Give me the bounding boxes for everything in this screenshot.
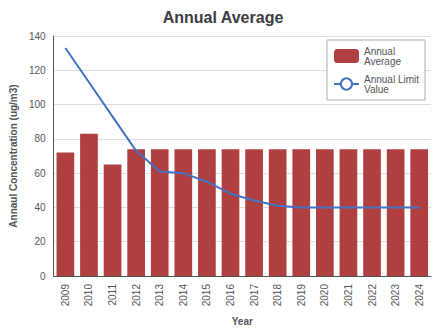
svg-text:Year: Year [232,316,253,327]
svg-text:2020: 2020 [319,284,330,307]
svg-text:2011: 2011 [107,284,118,306]
svg-text:2012: 2012 [131,284,142,307]
svg-text:2013: 2013 [154,284,165,307]
svg-text:Annual: Annual [364,45,396,57]
svg-text:40: 40 [34,202,46,213]
svg-text:Annual Limit: Annual Limit [364,73,419,85]
svg-text:140: 140 [29,31,46,42]
svg-text:Value: Value [364,84,389,95]
svg-text:Annaul Concentration (ug/m3): Annaul Concentration (ug/m3) [8,84,19,227]
svg-text:2015: 2015 [201,284,212,307]
svg-text:2021: 2021 [343,284,354,307]
svg-text:120: 120 [29,65,46,76]
svg-text:Average: Average [364,56,402,67]
svg-text:2009: 2009 [60,284,71,307]
svg-text:100: 100 [29,99,46,110]
svg-text:Annual Average: Annual Average [163,9,284,26]
svg-text:2019: 2019 [296,284,307,307]
svg-text:80: 80 [34,133,46,144]
svg-text:2017: 2017 [249,284,260,307]
svg-text:2016: 2016 [225,284,236,307]
svg-text:2023: 2023 [390,284,401,307]
svg-text:2022: 2022 [367,284,378,307]
svg-text:2018: 2018 [272,284,283,307]
svg-text:2010: 2010 [83,284,94,307]
svg-text:2024: 2024 [414,284,425,307]
svg-text:2014: 2014 [178,284,189,307]
svg-text:0: 0 [40,271,46,282]
svg-text:20: 20 [34,236,46,247]
svg-text:60: 60 [34,168,46,179]
